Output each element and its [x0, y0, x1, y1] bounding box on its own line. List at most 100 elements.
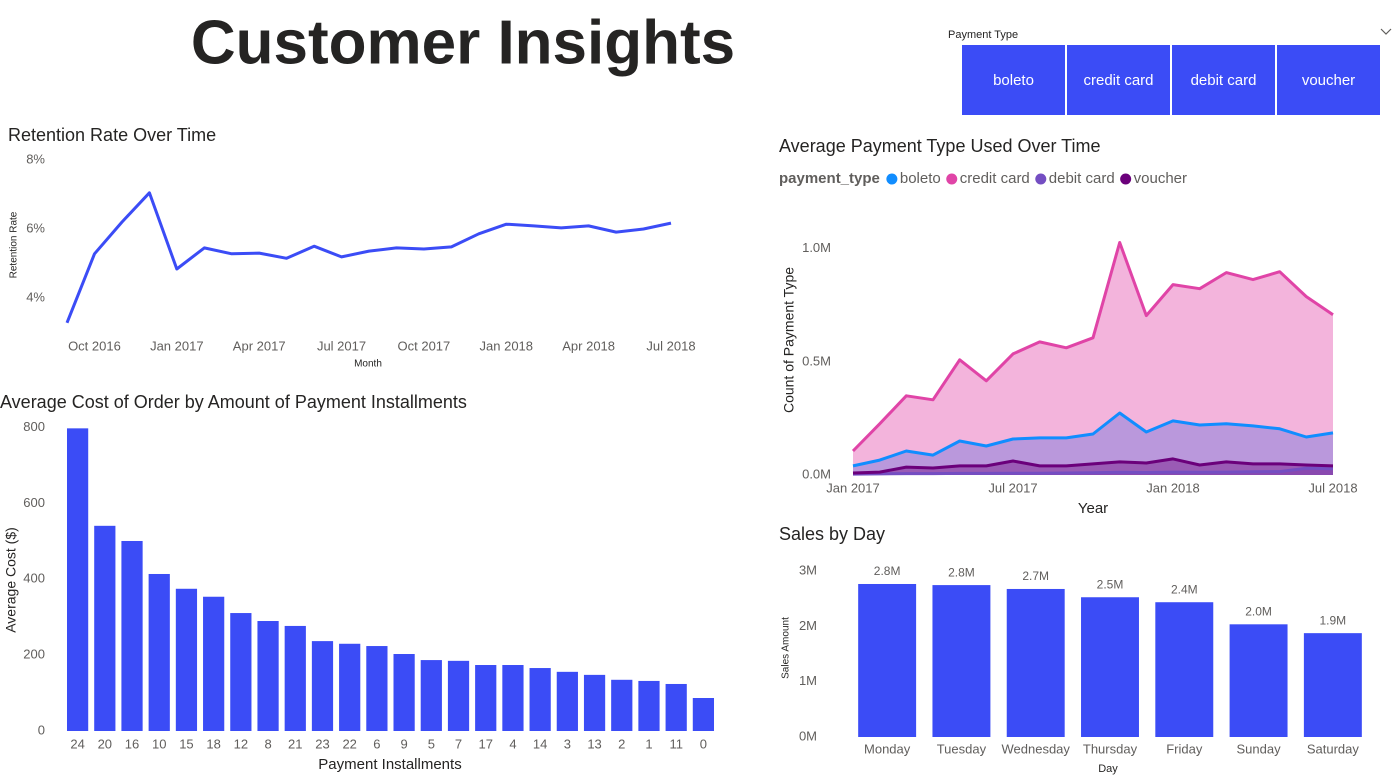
- data-label: 2.8M: [948, 565, 975, 579]
- series-line: [851, 241, 1334, 453]
- slicer-title: Payment Type: [948, 29, 1018, 41]
- area-fill: [853, 413, 1333, 475]
- bar: [665, 683, 687, 731]
- x-tick-label: 20: [98, 736, 112, 751]
- data-label: 2.7M: [1022, 569, 1049, 583]
- x-tick-label: Jul 2018: [1308, 480, 1357, 495]
- x-tick-label: 12: [234, 736, 248, 751]
- x-tick-label: 9: [400, 736, 407, 751]
- bar: [393, 654, 415, 731]
- x-tick-label: Jul 2017: [988, 480, 1037, 495]
- x-tick-label: Jan 2018: [480, 338, 534, 353]
- y-tick-label: 8%: [26, 151, 45, 166]
- slicer-option[interactable]: voucher: [1302, 72, 1355, 89]
- y-tick-label: 200: [23, 647, 45, 662]
- y-tick-label: 1M: [799, 673, 817, 688]
- bar: [284, 625, 306, 731]
- slicer-button[interactable]: [962, 45, 1065, 115]
- slicer-button[interactable]: [1067, 45, 1170, 115]
- slicer-button[interactable]: [1172, 45, 1275, 115]
- bar: [148, 573, 170, 731]
- x-tick-label: 18: [206, 736, 220, 751]
- y-tick-label: 0.0M: [802, 466, 831, 481]
- chart-title: Average Payment Type Used Over Time: [779, 136, 1101, 156]
- legend-swatch: [1120, 173, 1132, 185]
- x-tick-label: 2: [618, 736, 625, 751]
- x-tick-label: 11: [669, 736, 683, 751]
- data-label: 2.0M: [1245, 604, 1272, 618]
- x-tick-label: 13: [587, 736, 601, 751]
- data-label: 1.9M: [1320, 613, 1347, 627]
- x-tick-label: Wednesday: [1002, 741, 1071, 756]
- y-tick-label: 1.0M: [802, 240, 831, 255]
- x-tick-label: Jan 2017: [826, 480, 880, 495]
- x-tick-label: 21: [288, 736, 302, 751]
- legend-label: debit card: [1049, 170, 1115, 187]
- y-tick-label: 600: [23, 495, 45, 510]
- y-axis-label: Average Cost ($): [3, 527, 19, 633]
- bar: [1155, 602, 1214, 737]
- page-title: Customer Insights: [191, 8, 735, 77]
- x-axis-label: Payment Installments: [318, 756, 461, 773]
- x-tick-label: 8: [264, 736, 271, 751]
- legend-swatch: [1035, 173, 1047, 185]
- area-fill: [853, 242, 1333, 475]
- bar: [529, 668, 551, 731]
- y-tick-label: 400: [23, 571, 45, 586]
- slicer-button[interactable]: [1277, 45, 1380, 115]
- series-line: [852, 466, 1334, 476]
- bar: [556, 671, 578, 731]
- x-tick-label: 5: [428, 736, 435, 751]
- x-tick-label: Tuesday: [937, 741, 987, 756]
- series-line: [852, 457, 1334, 475]
- x-axis-label: Year: [1078, 500, 1108, 517]
- y-axis-label: Retention Rate: [9, 211, 20, 278]
- bar: [475, 665, 497, 731]
- bar: [447, 660, 470, 731]
- bar: [932, 585, 991, 737]
- bar: [94, 525, 116, 731]
- bar: [175, 588, 198, 731]
- x-tick-label: 23: [315, 736, 329, 751]
- y-tick-label: 0.5M: [802, 353, 831, 368]
- data-label: 2.8M: [874, 564, 901, 578]
- x-tick-label: 7: [455, 736, 462, 751]
- legend-label: voucher: [1134, 170, 1187, 187]
- x-tick-label: Jan 2017: [150, 338, 204, 353]
- chart-title: Retention Rate Over Time: [8, 125, 216, 145]
- y-axis-label: Sales Amount: [781, 617, 792, 679]
- x-tick-label: 24: [70, 736, 84, 751]
- slicer-option[interactable]: boleto: [993, 72, 1034, 89]
- x-tick-label: Jan 2018: [1146, 480, 1200, 495]
- y-tick-label: 6%: [26, 220, 45, 235]
- legend-swatch: [886, 173, 898, 185]
- x-tick-label: 15: [179, 736, 193, 751]
- bar: [257, 621, 279, 731]
- x-axis-label: Month: [354, 359, 382, 370]
- bar: [1006, 588, 1065, 737]
- legend-label: boleto: [900, 170, 941, 187]
- x-tick-label: 22: [342, 736, 356, 751]
- x-tick-label: Friday: [1166, 741, 1203, 756]
- x-tick-label: 0: [700, 736, 707, 751]
- bar: [366, 646, 388, 731]
- slicer-option[interactable]: debit card: [1191, 72, 1257, 89]
- data-label: 2.4M: [1171, 582, 1198, 596]
- slicer-chevron[interactable]: [1380, 28, 1392, 35]
- x-tick-label: 4: [509, 736, 516, 751]
- bar: [66, 428, 89, 731]
- x-tick-label: Oct 2016: [68, 338, 121, 353]
- bar: [858, 583, 917, 737]
- legend-label: credit card: [960, 170, 1030, 187]
- chart-title: Average Cost of Order by Amount of Payme…: [0, 392, 467, 412]
- legend-title: payment_type: [779, 170, 880, 187]
- bar: [611, 679, 633, 731]
- slicer-option[interactable]: credit card: [1083, 72, 1153, 89]
- y-tick-label: 2M: [799, 618, 817, 633]
- legend-swatch: [946, 173, 958, 185]
- series-line: [852, 411, 1334, 468]
- bar: [420, 660, 442, 731]
- bar: [638, 680, 660, 731]
